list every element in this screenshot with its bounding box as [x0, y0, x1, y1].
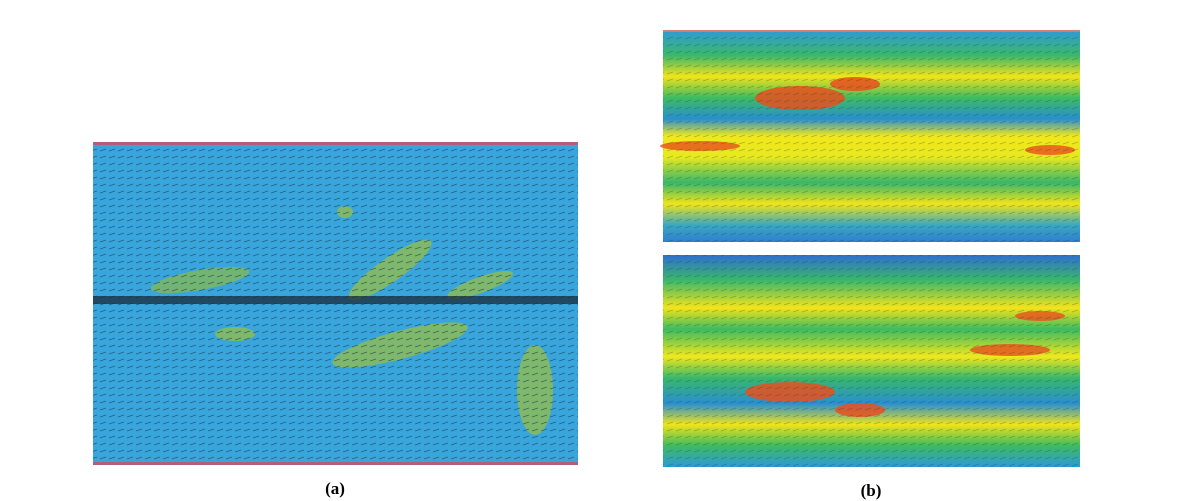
panel-a-image: [93, 142, 578, 465]
panel-label: (a): [325, 479, 345, 498]
panel-label: (b): [861, 481, 882, 500]
panel-b-bottom-image: [663, 255, 1080, 467]
panel-b-top-image: [660, 30, 1080, 242]
figure-graphics: (a) (b): [0, 0, 1183, 501]
figure: (a) (b): [0, 0, 1183, 501]
